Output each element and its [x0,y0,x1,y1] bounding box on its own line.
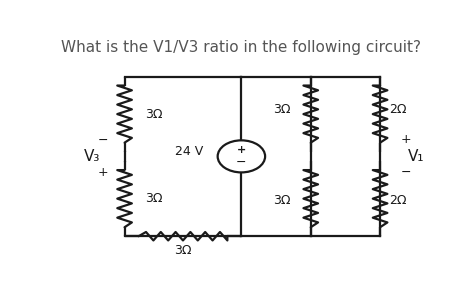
Text: −: − [97,133,108,146]
Text: 2Ω: 2Ω [389,195,407,207]
Text: 3Ω: 3Ω [273,103,291,116]
Text: 2Ω: 2Ω [389,103,407,116]
Text: V₃: V₃ [83,149,100,164]
Text: 3Ω: 3Ω [145,108,162,120]
Text: +: + [400,133,411,146]
Text: 3Ω: 3Ω [273,195,291,207]
Text: 3Ω: 3Ω [174,244,192,257]
Text: V₁: V₁ [408,149,425,164]
Text: +: + [237,145,246,155]
Text: −: − [400,166,411,179]
Text: −: − [236,156,247,169]
Text: What is the V1/V3 ratio in the following circuit?: What is the V1/V3 ratio in the following… [61,40,422,55]
Text: 24 V: 24 V [175,145,203,158]
Text: +: + [97,166,108,179]
Text: 3Ω: 3Ω [145,192,162,205]
